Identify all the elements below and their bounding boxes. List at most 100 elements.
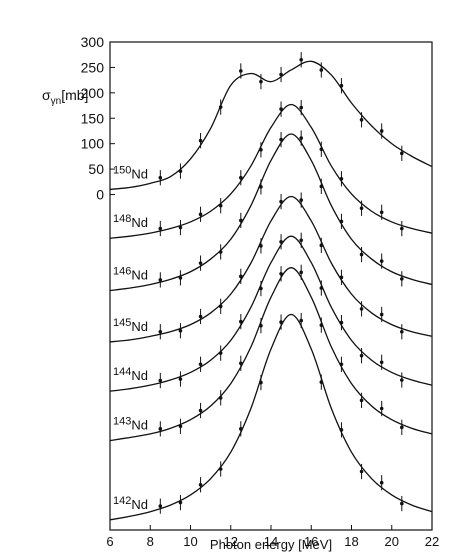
data-point (198, 138, 203, 143)
isotope-element: Nd (131, 319, 148, 334)
data-point (158, 278, 163, 282)
isotope-label: 146Nd (113, 266, 148, 283)
fit-curve (109, 103, 433, 239)
data-point (178, 377, 183, 381)
x-tick-label: 22 (425, 534, 439, 549)
data-point (259, 323, 263, 328)
data-point (259, 79, 263, 84)
isotope-element: Nd (131, 215, 148, 230)
x-tick-label: 6 (106, 534, 113, 549)
fit-curve (109, 195, 433, 343)
data-point (239, 69, 243, 73)
y-tick-label: 250 (81, 59, 105, 75)
x-axis-label: Photon energy [MeV] (210, 537, 332, 552)
data-point (299, 57, 303, 62)
data-point (339, 83, 344, 88)
data-point (319, 380, 324, 384)
y-tick-label: 50 (88, 161, 104, 177)
data-point (359, 353, 364, 358)
data-point (239, 175, 243, 180)
isotope-element: Nd (131, 368, 148, 383)
data-point (239, 274, 243, 279)
data-point (339, 275, 344, 280)
data-point (279, 72, 283, 77)
data-point (299, 318, 303, 323)
data-point (239, 361, 243, 366)
y-axis-label: σγn[mb] (42, 87, 88, 107)
data-point (299, 270, 303, 275)
data-point (339, 362, 344, 367)
isotope-label: 150Nd (113, 164, 148, 181)
data-point (339, 219, 344, 224)
data-point (158, 226, 163, 231)
data-point (319, 243, 324, 248)
x-tick-label: 20 (385, 534, 399, 549)
data-point (158, 378, 163, 383)
fit-curve (109, 133, 433, 292)
isotope-element: Nd (131, 497, 148, 512)
data-point (218, 396, 223, 400)
data-point (178, 225, 183, 230)
data-point (379, 312, 384, 317)
data-point (279, 239, 283, 244)
data-point (218, 304, 223, 309)
isotope-label: 148Nd (113, 213, 148, 230)
isotope-label: 142Nd (113, 495, 148, 512)
isotope-element: Nd (131, 268, 148, 283)
fit-curve (109, 313, 433, 521)
data-point (178, 500, 183, 505)
data-point (218, 203, 223, 208)
data-point (400, 501, 404, 506)
data-point (259, 244, 263, 248)
data-point (319, 147, 324, 152)
data-point (279, 272, 283, 276)
plot-frame (109, 41, 433, 531)
data-point (218, 467, 223, 471)
data-point (379, 210, 384, 215)
x-tick-label: 18 (344, 534, 358, 549)
data-point (319, 286, 324, 290)
data-point (158, 427, 163, 431)
data-point (400, 329, 404, 334)
data-point (178, 328, 183, 333)
data-point (259, 185, 263, 189)
data-point (400, 425, 404, 430)
data-point (158, 504, 163, 508)
data-point (359, 252, 364, 257)
data-point (178, 276, 183, 280)
y-tick-label: 100 (81, 136, 105, 152)
data-point (359, 307, 364, 311)
data-point (198, 212, 203, 217)
data-point (379, 129, 384, 133)
data-point (379, 360, 384, 365)
data-point (400, 277, 404, 281)
fit-curve (109, 60, 433, 191)
data-point (339, 176, 344, 181)
isotope-element: Nd (131, 166, 148, 181)
isotope-element: Nd (131, 418, 148, 433)
data-point (198, 261, 203, 265)
y-tick-label: 300 (81, 34, 105, 50)
y-label-unit: [mb] (61, 87, 88, 103)
data-point (218, 351, 223, 355)
isotope-mass: 144 (113, 366, 131, 378)
isotope-label: 143Nd (113, 416, 148, 433)
data-point (359, 206, 364, 211)
x-tick-label: 14 (264, 534, 278, 549)
data-point (158, 175, 163, 180)
isotope-mass: 142 (113, 495, 131, 507)
fit-curve (109, 235, 433, 392)
data-point (299, 198, 303, 202)
data-point (198, 314, 203, 319)
data-point (319, 323, 324, 327)
data-point (400, 378, 404, 382)
data-point (178, 169, 183, 173)
isotope-mass: 145 (113, 317, 131, 329)
data-point (198, 362, 203, 367)
x-tick-label: 10 (183, 534, 197, 549)
data-point (279, 320, 283, 324)
data-point (359, 398, 364, 403)
data-point (339, 320, 344, 325)
data-point (279, 199, 283, 204)
